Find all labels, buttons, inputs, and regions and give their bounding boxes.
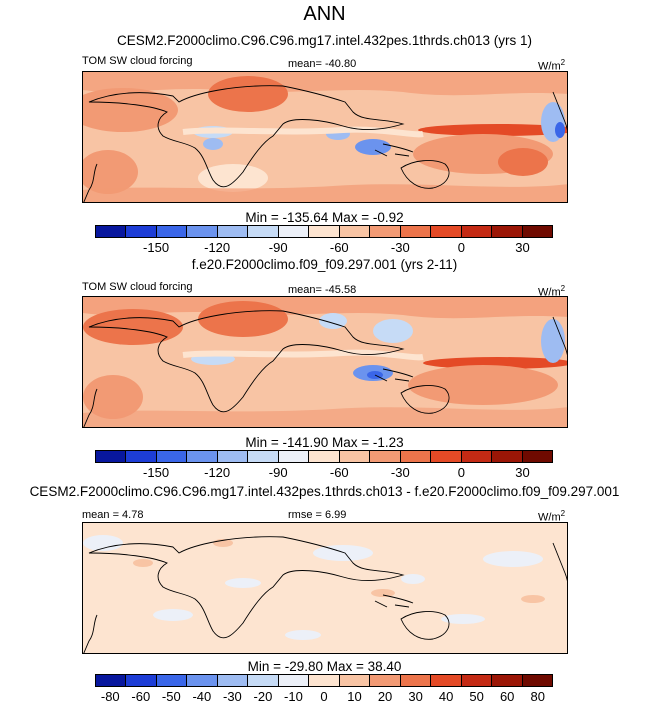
- colorbar-swatch: [278, 675, 310, 686]
- figure-title: ANN: [303, 3, 346, 25]
- colorbar-label: -90: [268, 240, 288, 255]
- colorbar-label: -40: [192, 689, 212, 704]
- colorbar-swatch: [522, 451, 553, 462]
- colorbar-swatch: [187, 226, 218, 237]
- colorbar-swatch: [461, 675, 493, 686]
- colorbar-swatch: [400, 226, 432, 237]
- panel-1-center-label: mean= -40.80: [288, 58, 357, 70]
- colorbar-label: 0: [457, 465, 466, 480]
- colorbar-label: 10: [347, 689, 362, 704]
- panel-3-colorbar-labels: -80 -60 -50 -40 -30 -20 -10 0 10 20 30 40 50 60 80: [95, 689, 553, 707]
- colorbar-label: 80: [530, 689, 545, 704]
- panel-3-title: CESM2.F2000climo.C96.C96.mg17.intel.432p…: [29, 484, 620, 499]
- panel-2-minmax: Min = -141.90 Max = -1.23: [245, 435, 404, 450]
- colorbar-label: 40: [438, 689, 454, 704]
- colorbar-swatch: [492, 451, 523, 462]
- colorbar-swatch: [400, 675, 432, 686]
- colorbar-swatch: [309, 451, 340, 462]
- colorbar-label: -30: [222, 689, 242, 704]
- colorbar-swatch: [217, 451, 249, 462]
- colorbar-swatch: [96, 675, 127, 686]
- colorbar-label: 20: [377, 689, 393, 704]
- colorbar-swatch: [156, 226, 188, 237]
- colorbar-label: -30: [390, 240, 410, 255]
- panel-3-left-label: mean = 4.78: [82, 509, 144, 521]
- colorbar-swatch: [492, 226, 523, 237]
- panel-1-title: CESM2.F2000climo.C96.C96.mg17.intel.432p…: [117, 33, 532, 48]
- colorbar-label: 30: [515, 465, 530, 480]
- colorbar-swatch: [248, 226, 279, 237]
- colorbar-label: -120: [204, 240, 231, 255]
- colorbar-swatch: [248, 675, 279, 686]
- panel-1-colorbar: [95, 225, 553, 238]
- colorbar-label: -80: [100, 689, 120, 704]
- colorbar-swatch: [96, 226, 127, 237]
- colorbar-swatch: [217, 675, 249, 686]
- colorbar-swatch: [461, 226, 493, 237]
- colorbar-label: -60: [329, 465, 349, 480]
- colorbar-swatch: [400, 451, 432, 462]
- colorbar-swatch: [522, 226, 553, 237]
- panel-2-colorbar: [95, 450, 553, 463]
- colorbar-label: -60: [131, 689, 151, 704]
- colorbar-label: 60: [499, 689, 515, 704]
- colorbar-swatch: [370, 451, 401, 462]
- colorbar-swatch: [156, 675, 188, 686]
- colorbar-swatch: [248, 451, 279, 462]
- colorbar-swatch: [156, 451, 188, 462]
- colorbar-label: -150: [143, 465, 170, 480]
- colorbar-swatch: [126, 675, 157, 686]
- panel-1-unit: W/m2: [538, 58, 566, 73]
- colorbar-swatch: [96, 451, 127, 462]
- colorbar-swatch: [370, 675, 401, 686]
- colorbar-label: 0: [320, 689, 328, 704]
- colorbar-swatch: [339, 675, 371, 686]
- colorbar-label: -10: [284, 689, 303, 704]
- panel-2-unit: W/m2: [538, 284, 566, 299]
- panel-2-center-label: mean= -45.58: [288, 284, 357, 296]
- colorbar-swatch: [278, 451, 310, 462]
- panel-3-colorbar: [95, 674, 553, 687]
- colorbar-swatch: [309, 226, 340, 237]
- panel-1-minmax: Min = -135.64 Max = -0.92: [245, 210, 404, 225]
- panel-2-map: [82, 296, 568, 428]
- colorbar-swatch: [522, 675, 553, 686]
- colorbar-label: 50: [469, 689, 484, 704]
- colorbar-label: 30: [408, 689, 423, 704]
- colorbar-swatch: [126, 226, 157, 237]
- colorbar-label: -150: [143, 240, 170, 255]
- colorbar-swatch: [492, 675, 523, 686]
- colorbar-swatch: [339, 451, 371, 462]
- colorbar-swatch: [278, 226, 310, 237]
- panel-3-unit: W/m2: [538, 509, 566, 524]
- colorbar-label: -90: [268, 465, 288, 480]
- panel-1-map: [82, 71, 568, 203]
- colorbar-swatch: [431, 451, 462, 462]
- colorbar-swatch: [309, 675, 340, 686]
- colorbar-label: -30: [390, 465, 410, 480]
- colorbar-swatch: [126, 451, 157, 462]
- colorbar-swatch: [370, 226, 401, 237]
- colorbar-swatch: [217, 226, 249, 237]
- panel-2-title: f.e20.F2000climo.f09_f09.297.001 (yrs 2-…: [191, 257, 458, 272]
- panel-3-map: [82, 522, 568, 654]
- colorbar-swatch: [187, 451, 218, 462]
- panel-2-left-label: TOM SW cloud forcing: [82, 281, 193, 293]
- panel-1-colorbar-labels: -150 -120 -90 -60 -30 0 30: [95, 240, 553, 258]
- colorbar-label: -60: [329, 240, 349, 255]
- colorbar-label: -120: [204, 465, 231, 480]
- colorbar-swatch: [339, 226, 371, 237]
- colorbar-label: 30: [515, 240, 530, 255]
- panel-3-minmax: Min = -29.80 Max = 38.40: [247, 659, 402, 674]
- colorbar-label: 0: [457, 240, 466, 255]
- colorbar-label: -50: [161, 689, 181, 704]
- colorbar-label: -20: [253, 689, 273, 704]
- panel-1-left-label: TOM SW cloud forcing: [82, 55, 193, 67]
- colorbar-swatch: [431, 226, 462, 237]
- colorbar-swatch: [431, 675, 462, 686]
- colorbar-swatch: [461, 451, 493, 462]
- panel-3-center-label: rmse = 6.99: [288, 509, 347, 521]
- panel-2-colorbar-labels: -150 -120 -90 -60 -30 0 30: [95, 465, 553, 483]
- colorbar-swatch: [187, 675, 218, 686]
